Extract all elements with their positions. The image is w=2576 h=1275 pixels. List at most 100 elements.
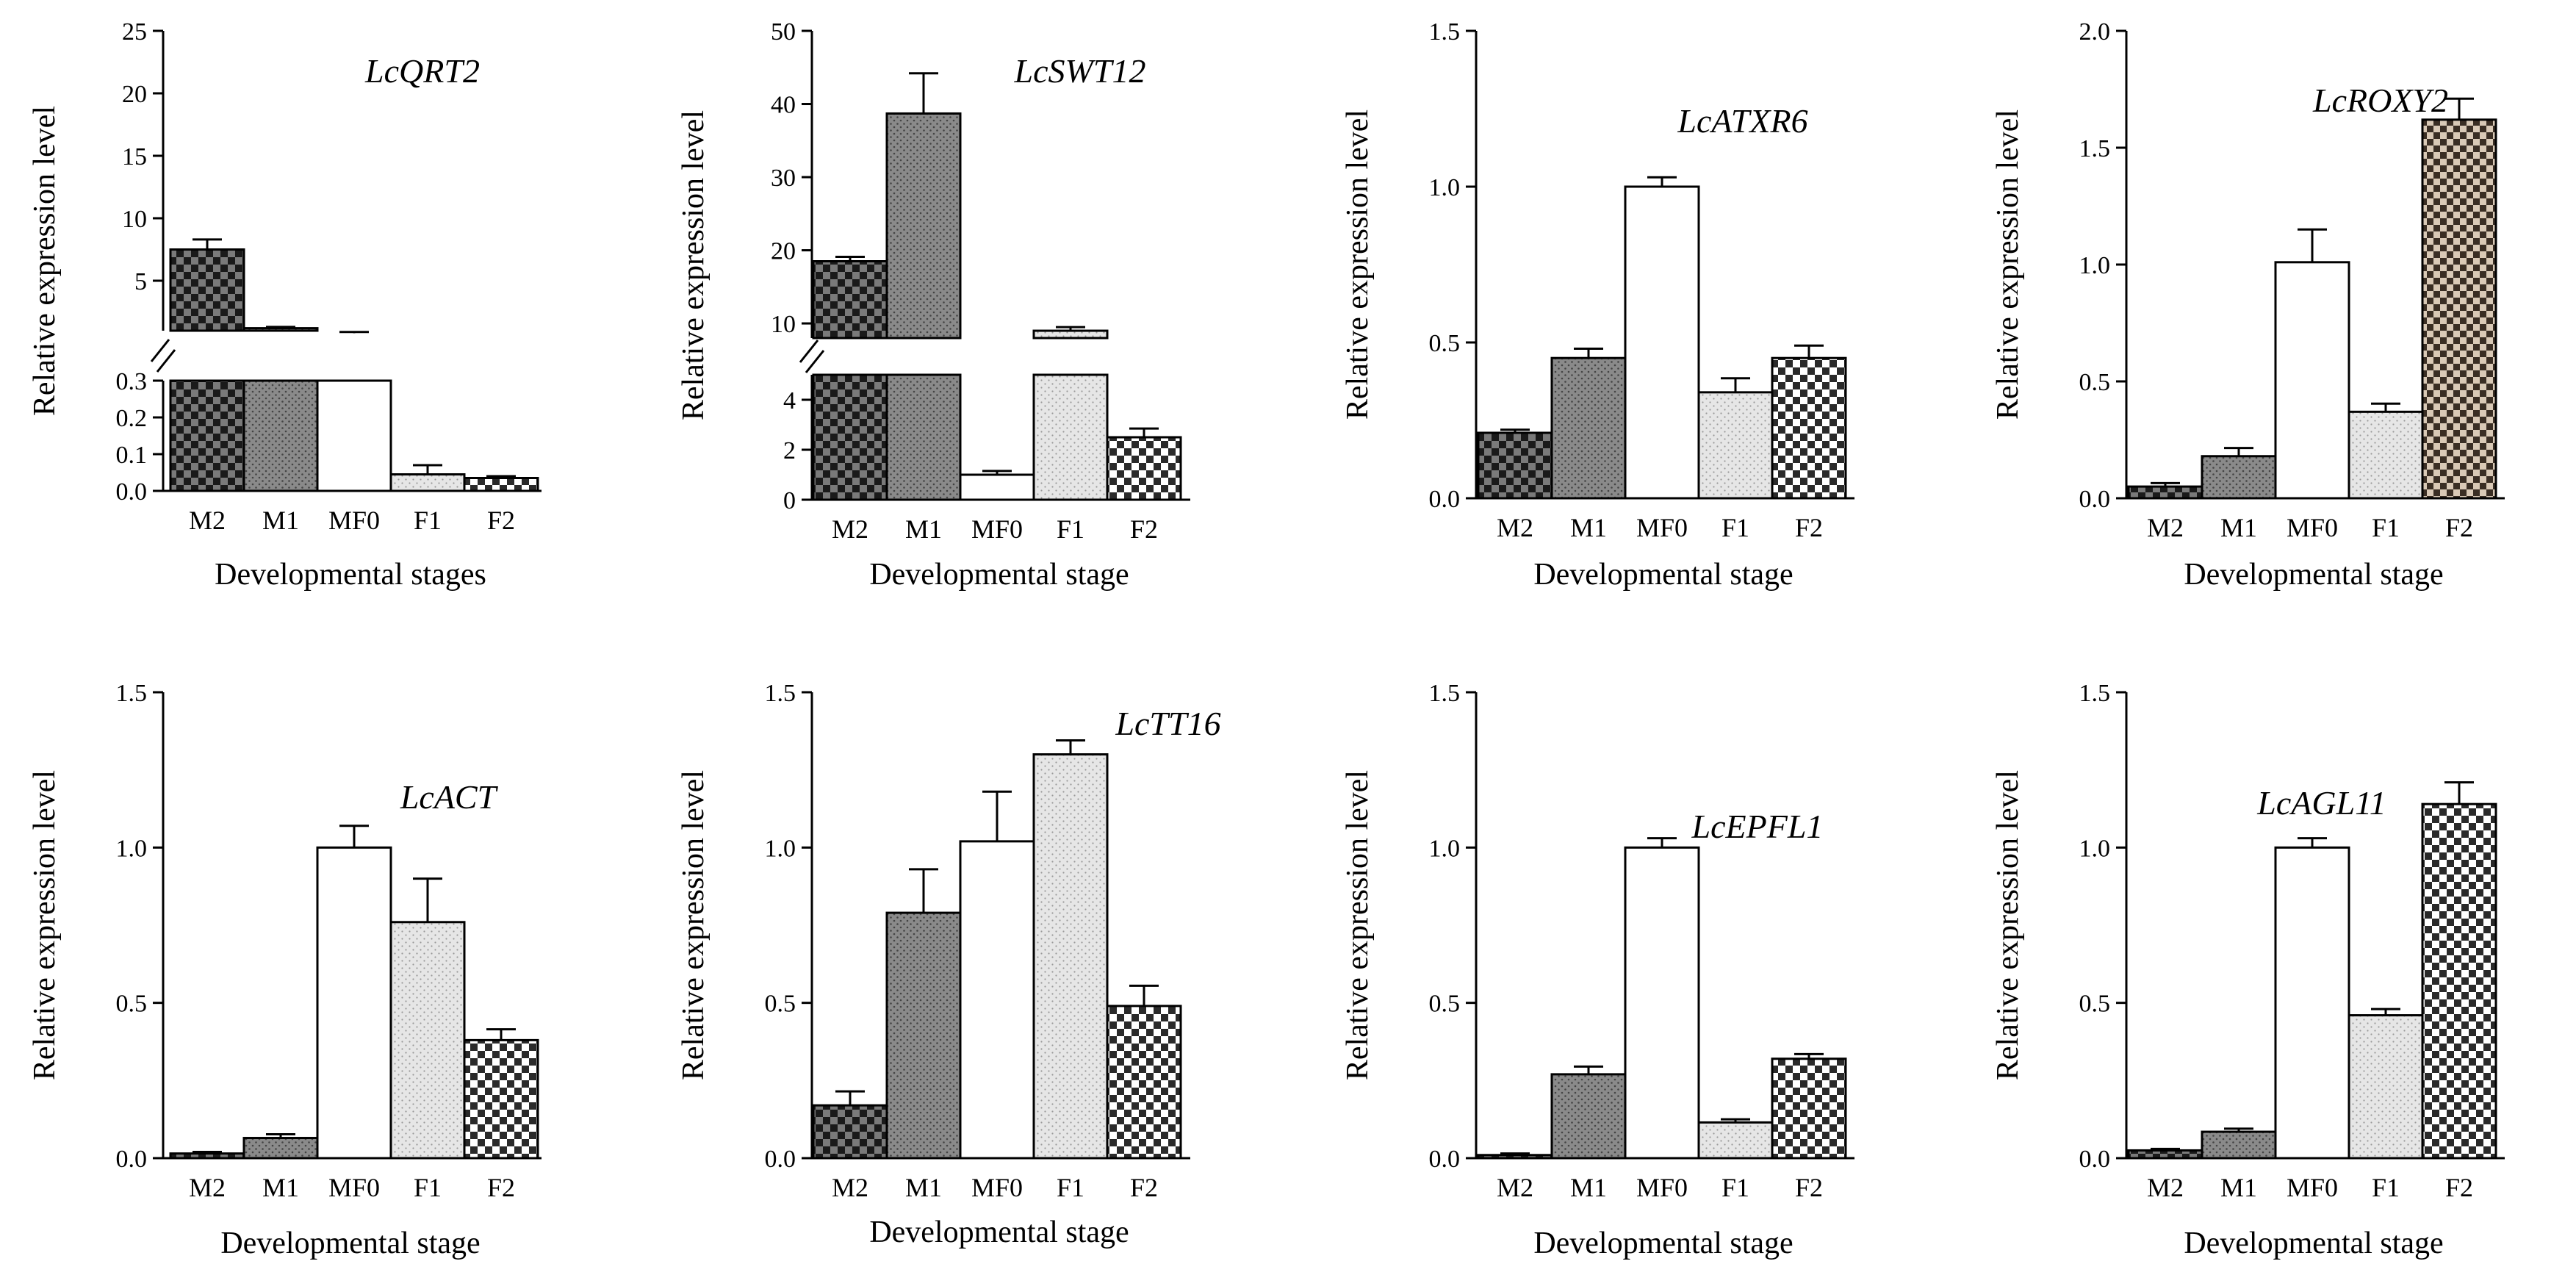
y-axis-title: Relative expression level [28, 106, 62, 416]
x-category-label: M2 [189, 506, 226, 535]
gene-title: LcEPFL1 [1691, 808, 1824, 845]
x-category-label: F2 [487, 506, 515, 535]
y-tick-label: 0.0 [116, 478, 148, 506]
bar-F1 [389, 921, 466, 1160]
y-axis-title: Relative expression level [1991, 770, 2025, 1080]
y-axis-title: Relative expression level [677, 110, 710, 420]
bar-M1 [242, 1137, 319, 1160]
x-category-label: M1 [2220, 1173, 2257, 1202]
bar-M2 [169, 248, 245, 332]
axis-break-mark [799, 340, 819, 363]
x-category-label: F1 [1721, 513, 1749, 542]
y-tick-label: 0.0 [1429, 1146, 1461, 1173]
gene-title: LcTT16 [1115, 705, 1220, 742]
x-category-label: MF0 [971, 1173, 1023, 1202]
bar-MF0 [2274, 261, 2350, 500]
bar-F2 [1106, 436, 1182, 501]
bar-F2 [1771, 356, 1847, 500]
x-category-label: M2 [189, 1173, 226, 1202]
x-category-label: F1 [1721, 1173, 1749, 1202]
x-category-label: M1 [262, 1173, 299, 1202]
x-axis-title: Developmental stages [215, 558, 486, 592]
y-tick-label: 1.5 [1429, 18, 1461, 46]
x-category-label: MF0 [2287, 1173, 2338, 1202]
x-category-label: M2 [832, 514, 868, 544]
y-tick-label: 2 [783, 437, 796, 464]
y-tick-label: 15 [122, 143, 147, 170]
bar-F2 [463, 477, 539, 492]
x-category-label: F2 [2445, 513, 2473, 542]
bar-MF0-lower [316, 379, 392, 492]
bar-F2 [2421, 118, 2497, 500]
bar-MF0 [959, 840, 1035, 1160]
bar-F1 [1032, 329, 1109, 340]
bar-F1 [389, 473, 466, 492]
y-tick-label: 0.5 [1429, 991, 1461, 1018]
x-axis-title: Developmental stage [869, 558, 1129, 592]
y-tick-label: 10 [122, 206, 147, 233]
bar-F1-lower [1032, 373, 1109, 501]
bar-M2 [812, 1104, 888, 1160]
y-tick-label: 1.0 [2079, 835, 2111, 862]
x-category-label: M2 [832, 1173, 868, 1202]
y-tick-label: 0.5 [116, 991, 148, 1018]
y-tick-label: 1.0 [1429, 174, 1461, 201]
bar-F2 [463, 1038, 539, 1160]
y-tick-label: 0.0 [116, 1146, 148, 1173]
y-tick-label: 20 [771, 238, 796, 265]
y-tick-label: 1.5 [2079, 135, 2111, 162]
y-tick-label: 20 [122, 81, 147, 108]
y-tick-label: 25 [122, 18, 147, 46]
x-axis-title: Developmental stage [2184, 1226, 2443, 1260]
x-category-label: M2 [1497, 513, 1533, 542]
gene-title: LcQRT2 [364, 52, 480, 90]
y-tick-label: 0.5 [765, 991, 796, 1018]
y-tick-label: 1.0 [765, 835, 796, 862]
bar-M1-lower [885, 373, 962, 501]
x-category-label: MF0 [1636, 513, 1688, 542]
x-category-label: F1 [2372, 513, 2400, 542]
bar-F1 [1697, 1121, 1774, 1160]
y-tick-label: 0.5 [2079, 369, 2111, 396]
y-tick-label: 50 [771, 18, 796, 46]
x-category-label: F2 [1130, 514, 1158, 544]
y-tick-label: 5 [134, 268, 147, 295]
y-tick-label: 0.0 [765, 1146, 796, 1173]
bar-F1 [1697, 391, 1774, 500]
bar-MF0 [1624, 185, 1700, 500]
y-tick-label: 1.5 [765, 680, 796, 707]
gene-title: LcAGL11 [2256, 784, 2386, 822]
y-tick-label: 0.2 [116, 405, 148, 432]
x-category-label: F1 [1057, 514, 1084, 544]
bar-M2 [1477, 431, 1553, 500]
y-tick-label: 0.5 [2079, 991, 2111, 1018]
y-tick-label: 0 [783, 487, 796, 514]
bar-M1 [1550, 356, 1627, 500]
x-category-label: M2 [2147, 1173, 2184, 1202]
x-axis-title: Developmental stage [2184, 558, 2443, 592]
x-category-label: MF0 [328, 506, 380, 535]
bar-MF0 [959, 473, 1035, 501]
x-category-label: F2 [2445, 1173, 2473, 1202]
bar-F2 [2421, 802, 2497, 1160]
bar-MF0 [2274, 846, 2350, 1160]
chart-LcROXY2: 0.0 0.5 1.0 1.5 2.0 M2 M1 MF0 F1 F2Developmental … [1991, 18, 2505, 592]
x-category-label: F2 [1795, 1173, 1823, 1202]
y-tick-label: 1.0 [116, 835, 148, 862]
y-axis-title: Relative expression level [677, 770, 710, 1080]
x-axis-title: Developmental stage [220, 1226, 480, 1260]
bar-F2 [1771, 1057, 1847, 1160]
bar-MF0 [316, 846, 392, 1160]
x-category-label: M2 [1497, 1173, 1533, 1202]
x-category-label: M2 [2147, 513, 2184, 542]
x-category-label: M1 [262, 506, 299, 535]
y-tick-label: 10 [771, 311, 796, 338]
bar-F1 [2347, 410, 2424, 500]
gene-title: LcATXR6 [1677, 102, 1807, 140]
gene-title: LcACT [400, 778, 499, 816]
axis-break-mark [150, 339, 170, 362]
y-tick-label: 2.0 [2079, 18, 2111, 46]
